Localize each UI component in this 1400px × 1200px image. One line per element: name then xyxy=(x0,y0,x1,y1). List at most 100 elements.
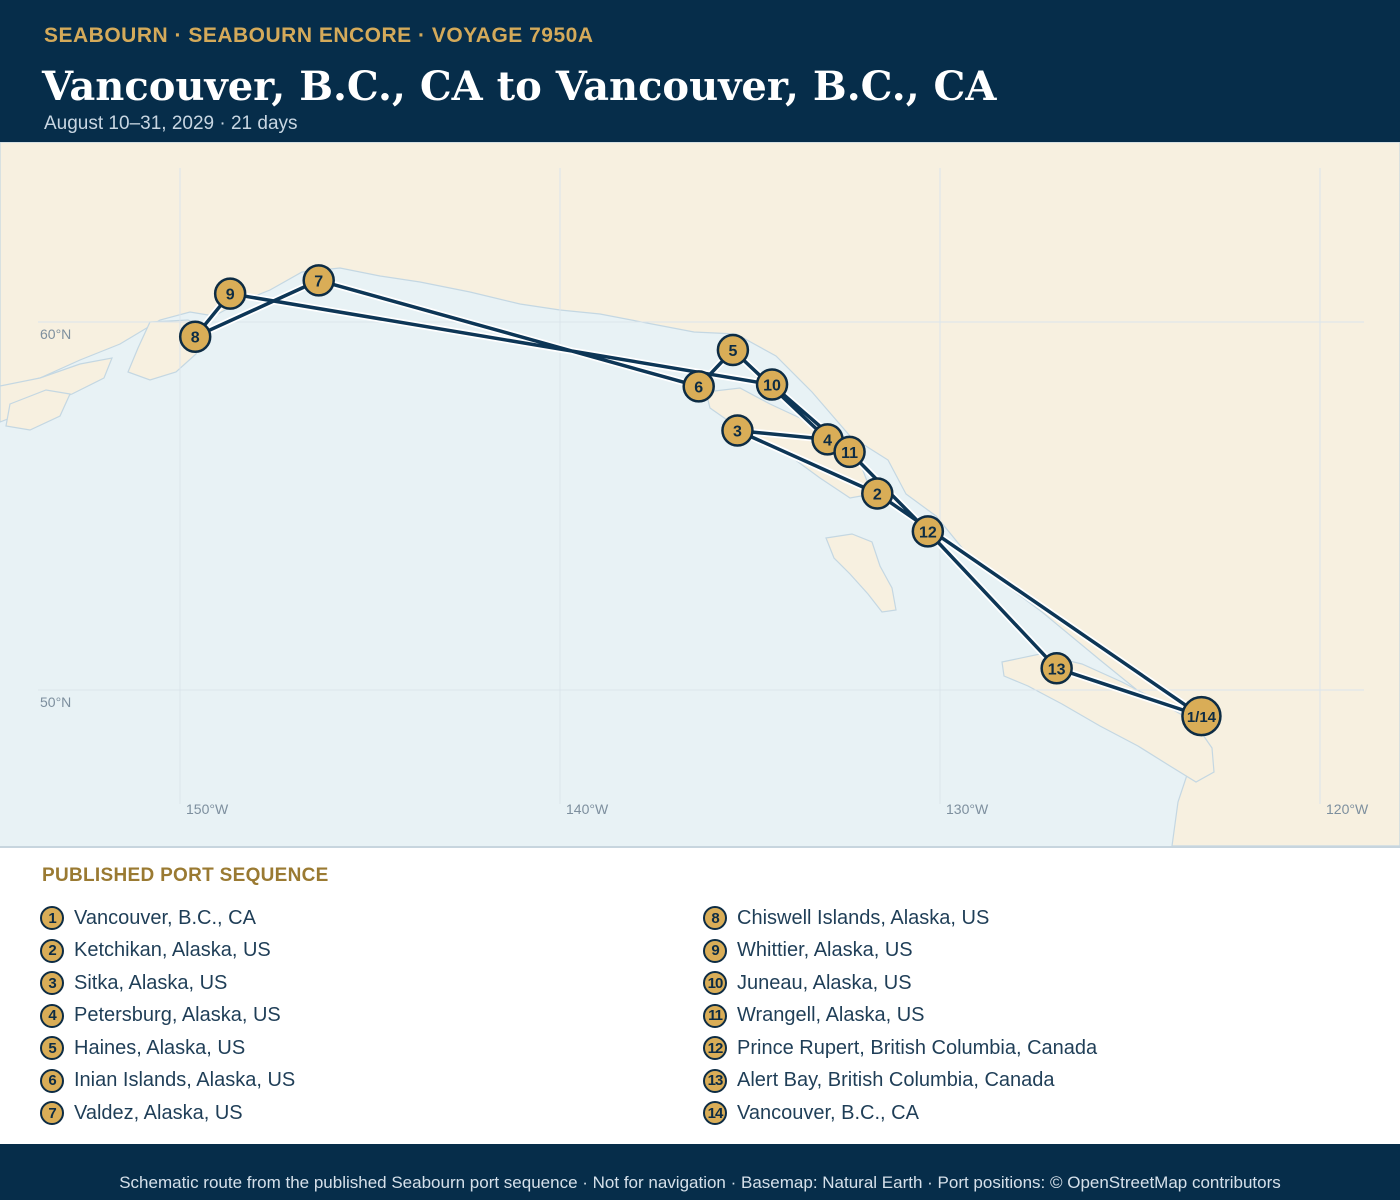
legend-port-item: 8 Chiswell Islands, Alaska, US xyxy=(703,903,989,933)
port-marker-label: 12 xyxy=(919,524,937,541)
latitude-label: 50°N xyxy=(40,694,71,710)
port-marker-circle xyxy=(861,477,894,510)
port-marker-circle xyxy=(833,435,866,469)
port-number-badge: 6 xyxy=(40,1068,64,1093)
port-marker-label: 9 xyxy=(226,287,235,304)
port-marker-circle xyxy=(302,264,335,297)
port-marker: 5 xyxy=(716,333,750,367)
port-marker-label: 10 xyxy=(763,378,781,395)
port-name: Haines, Alaska, US xyxy=(74,1036,246,1059)
port-name: Vancouver, B.C., CA xyxy=(737,1101,919,1124)
port-name: Juneau, Alaska, US xyxy=(737,971,912,994)
voyage-header: SEABOURN · SEABOURN ENCORE · VOYAGE 7950… xyxy=(0,0,1400,142)
longitude-label: 120°W xyxy=(1326,801,1369,817)
port-marker: 3 xyxy=(721,414,754,447)
port-number-badge: 5 xyxy=(40,1036,64,1060)
port-marker-circle xyxy=(716,333,750,367)
legend-port-item: 10 Juneau, Alaska, US xyxy=(703,968,912,998)
port-name: Alert Bay, British Columbia, Canada xyxy=(737,1069,1055,1091)
port-marker: 6 xyxy=(682,370,715,403)
port-number-badge: 3 xyxy=(40,971,64,995)
port-name: Wrangell, Alaska, US xyxy=(737,1004,925,1026)
legend-port-item: 13 Alert Bay, British Columbia, Canada xyxy=(703,1066,1055,1096)
route-map-canvas: 60°N 50°N 150°W 140°W 130°W 120°W 1/14 2 3 4 5 6 7 8… xyxy=(0,142,1400,846)
port-name: Ketchikan, Alaska, US xyxy=(74,939,271,961)
port-number-badge: 7 xyxy=(40,1101,64,1125)
port-number-badge: 12 xyxy=(703,1036,727,1060)
voyage-title: Vancouver, B.C., CA to Vancouver, B.C., … xyxy=(42,63,997,110)
port-marker-label: 1/14 xyxy=(1187,709,1217,726)
graticule xyxy=(38,168,1364,804)
port-marker-circle xyxy=(682,370,715,403)
legend-port-item: 5 Haines, Alaska, US xyxy=(40,1033,245,1063)
port-markers: 1/14 2 3 4 5 6 7 8 9 10 11 12 13 xyxy=(178,264,1222,737)
legend-port-item: 4 Petersburg, Alaska, US xyxy=(40,1001,281,1031)
port-name: Sitka, Alaska, US xyxy=(74,971,228,994)
port-number-badge: 10 xyxy=(703,971,727,995)
port-name: Vancouver, B.C., CA xyxy=(74,906,256,929)
port-name: Petersburg, Alaska, US xyxy=(74,1004,281,1026)
port-name: Valdez, Alaska, US xyxy=(74,1101,243,1124)
legend-port-item: 11 Wrangell, Alaska, US xyxy=(703,1001,925,1031)
port-marker: 12 xyxy=(911,515,945,548)
port-marker-label: 3 xyxy=(733,424,742,441)
legend-port-item: 12 Prince Rupert, British Columbia, Canad… xyxy=(703,1033,1097,1063)
port-marker: 11 xyxy=(833,435,866,469)
attribution-text: Schematic route from the published Seabo… xyxy=(119,1173,1281,1192)
longitude-label: 150°W xyxy=(186,801,229,817)
voyage-dates: August 10–31, 2029 · 21 days xyxy=(44,113,298,134)
legend-port-item: 6 Inian Islands, Alaska, US xyxy=(40,1066,295,1096)
route-map: 60°N 50°N 150°W 140°W 130°W 120°W 1/14 2 3 4 5 6 7 8… xyxy=(0,142,1400,848)
port-number-badge: 14 xyxy=(703,1101,727,1125)
port-marker-circle xyxy=(178,320,212,353)
kodiak-island xyxy=(5,389,71,431)
graticule-labels: 60°N 50°N 150°W 140°W 130°W 120°W xyxy=(40,326,1369,817)
latitude-label: 60°N xyxy=(40,326,71,342)
voyage-eyebrow: SEABOURN · SEABOURN ENCORE · VOYAGE 7950… xyxy=(44,24,594,47)
legend-port-item: 1 Vancouver, B.C., CA xyxy=(40,903,256,933)
port-number-badge: 8 xyxy=(703,906,727,930)
port-number-badge: 9 xyxy=(703,938,727,963)
port-marker: 9 xyxy=(213,277,247,310)
port-marker-label: 7 xyxy=(314,273,323,290)
port-marker-circle xyxy=(1181,695,1222,737)
port-marker: 2 xyxy=(861,477,894,510)
port-name: Inian Islands, Alaska, US xyxy=(74,1069,296,1091)
port-name: Chiswell Islands, Alaska, US xyxy=(737,906,990,929)
port-marker: 7 xyxy=(302,264,335,297)
port-marker: 13 xyxy=(1040,652,1073,685)
longitude-label: 130°W xyxy=(946,801,989,817)
legend-port-item: 2 Ketchikan, Alaska, US xyxy=(40,936,271,966)
port-marker-circle xyxy=(755,368,789,401)
port-marker-label: 8 xyxy=(191,330,200,347)
haida-gwaii xyxy=(825,533,897,613)
port-number-badge: 1 xyxy=(40,906,64,930)
port-marker-label: 6 xyxy=(694,379,703,396)
attribution-footer: Schematic route from the published Seabo… xyxy=(0,1144,1400,1200)
port-marker-label: 4 xyxy=(823,432,832,449)
port-marker-label: 2 xyxy=(873,486,882,503)
port-name: Whittier, Alaska, US xyxy=(737,939,913,961)
port-marker: 1/14 xyxy=(1181,695,1222,737)
port-number-badge: 4 xyxy=(40,1003,64,1028)
port-marker: 10 xyxy=(755,368,789,401)
port-marker-label: 13 xyxy=(1048,661,1066,678)
legend-port-item: 7 Valdez, Alaska, US xyxy=(40,1098,243,1128)
port-number-badge: 2 xyxy=(40,938,64,963)
port-marker-circle xyxy=(213,277,247,310)
port-number-badge: 11 xyxy=(703,1003,727,1028)
port-marker-label: 5 xyxy=(728,343,737,360)
legend-port-item: 9 Whittier, Alaska, US xyxy=(703,936,913,966)
vancouver-island xyxy=(1001,653,1215,783)
legend-port-item: 14 Vancouver, B.C., CA xyxy=(703,1098,919,1128)
legend-title: PUBLISHED PORT SEQUENCE xyxy=(42,865,329,886)
longitude-label: 140°W xyxy=(566,801,609,817)
port-name: Prince Rupert, British Columbia, Canada xyxy=(737,1036,1098,1059)
port-number-badge: 13 xyxy=(703,1068,727,1093)
legend-port-item: 3 Sitka, Alaska, US xyxy=(40,968,227,998)
port-marker-label: 11 xyxy=(841,445,858,462)
port-marker-circle xyxy=(1040,652,1073,685)
port-marker-circle xyxy=(721,414,754,447)
port-marker-circle xyxy=(911,515,945,548)
port-marker: 8 xyxy=(178,320,212,353)
